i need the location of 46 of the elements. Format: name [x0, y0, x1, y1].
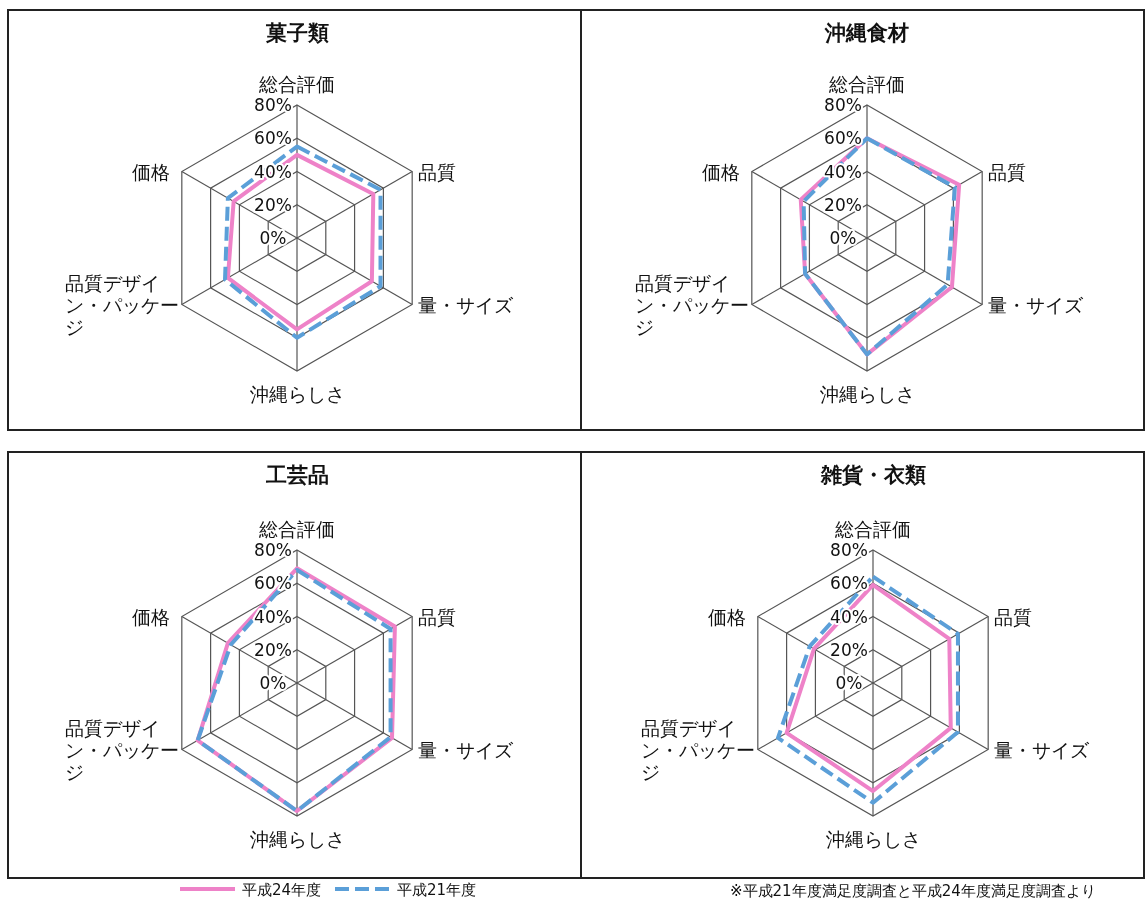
y-tick-label: 20%: [830, 639, 868, 660]
chart-title: 沖縄食材: [824, 21, 909, 45]
spoke-label: 沖縄らしさ: [249, 828, 345, 850]
legend-label: 平成24年度: [242, 881, 322, 899]
y-tick-label: 80%: [830, 540, 868, 560]
y-tick-label: 60%: [254, 573, 292, 594]
chart-title: 工芸品: [264, 463, 329, 487]
spoke-label: 沖縄らしさ: [249, 383, 345, 405]
spoke-label: 品質デザイン・パッケージ: [641, 716, 756, 783]
spoke-label: 総合評価: [834, 518, 911, 540]
spoke-label: 品質: [988, 160, 1027, 183]
legend-label: 平成21年度: [397, 881, 477, 899]
y-tick-label: 20%: [824, 194, 862, 215]
y-tick-label: 80%: [254, 95, 292, 115]
spoke-label: 品質: [418, 160, 457, 183]
y-tick-label: 60%: [254, 128, 292, 149]
spoke-label: 沖縄らしさ: [825, 828, 921, 850]
y-tick-label: 80%: [824, 95, 862, 115]
y-tick-label: 80%: [254, 540, 292, 560]
spoke-label: 価格: [707, 605, 746, 628]
spoke-label: 総合評価: [828, 73, 905, 95]
chart-title: 雑貨・衣類: [819, 463, 926, 487]
text: ※平成21年度満足度調査と平成24年度満足度調査より: [730, 882, 1096, 900]
spoke-label: 品質デザイン・パッケージ: [65, 271, 180, 338]
y-tick-label: 40%: [830, 606, 868, 627]
spoke-label: 量・サイズ: [418, 738, 515, 761]
spoke-label: 価格: [131, 605, 170, 628]
y-tick-label: 40%: [824, 161, 862, 182]
spoke-label: 量・サイズ: [994, 738, 1091, 761]
spoke-label: 品質デザイン・パッケージ: [65, 716, 180, 783]
spoke-label: 品質: [994, 605, 1033, 628]
spoke-label: 総合評価: [258, 518, 335, 540]
y-tick-label: 20%: [254, 194, 292, 215]
y-tick-label: 20%: [254, 639, 292, 660]
chart-title: 菓子類: [264, 21, 329, 45]
spoke-label: 沖縄らしさ: [819, 383, 915, 405]
y-tick-label: 60%: [830, 573, 868, 594]
spoke-label: 量・サイズ: [418, 293, 515, 316]
spoke-label: 総合評価: [258, 73, 335, 95]
spoke-label: 品質: [418, 605, 457, 628]
y-tick-label: 60%: [824, 128, 862, 149]
spoke-label: 品質デザイン・パッケージ: [635, 271, 750, 338]
y-tick-label: 40%: [254, 606, 292, 627]
spoke-label: 量・サイズ: [988, 293, 1085, 316]
spoke-label: 価格: [701, 160, 740, 183]
spoke-label: 価格: [131, 160, 170, 183]
